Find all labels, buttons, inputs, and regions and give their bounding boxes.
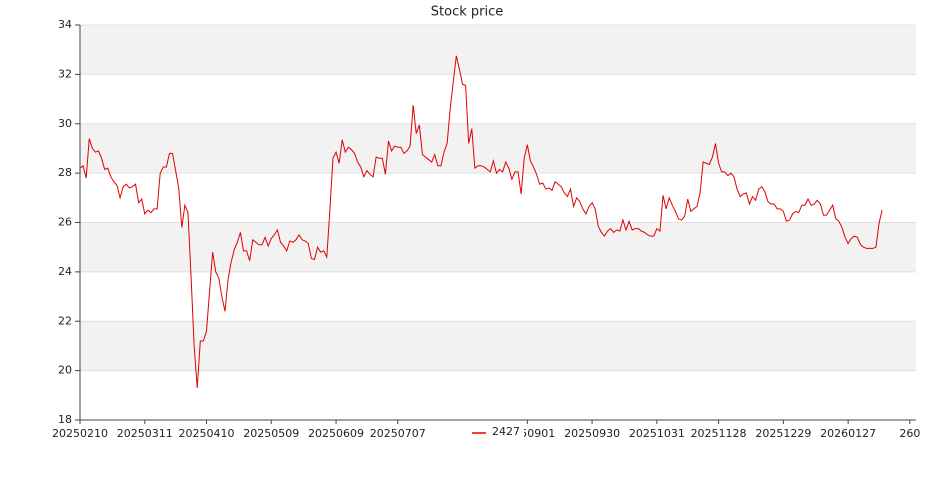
- x-tick-label: 20260127: [820, 427, 876, 440]
- y-tick-label: 24: [58, 265, 72, 278]
- grid-band: [80, 25, 916, 75]
- y-tick-label: 18: [58, 413, 72, 426]
- y-tick-label: 20: [58, 364, 72, 377]
- x-tick-label: 20251229: [755, 427, 811, 440]
- x-tick-label: 20251128: [691, 427, 747, 440]
- grid-band: [80, 123, 916, 174]
- x-tick-label: 20250930: [564, 427, 620, 440]
- y-tick-label: 26: [58, 216, 72, 229]
- x-tick-label: 20250210: [52, 427, 108, 440]
- x-tick-label: 260: [899, 427, 920, 440]
- legend-label: 2427: [492, 425, 520, 438]
- x-tick-label: 20250311: [117, 427, 173, 440]
- x-tick-label: 20250707: [370, 427, 426, 440]
- chart-title: Stock price: [431, 5, 503, 20]
- x-tick-label: 20251031: [629, 427, 685, 440]
- y-tick-label: 22: [58, 314, 72, 327]
- line-series: [79, 55, 883, 388]
- y-tick-label: 34: [58, 18, 72, 31]
- x-tick-label: 20250410: [178, 427, 234, 440]
- grid-band: [80, 321, 916, 371]
- y-tick-label: 28: [58, 166, 72, 179]
- legend-bg: [468, 425, 524, 441]
- grid-band: [80, 222, 916, 272]
- y-tick-label: 32: [58, 67, 72, 80]
- y-tick-label: 30: [58, 117, 72, 130]
- x-tick-label: 20250509: [243, 427, 299, 440]
- x-tick-label: 20250609: [308, 427, 364, 440]
